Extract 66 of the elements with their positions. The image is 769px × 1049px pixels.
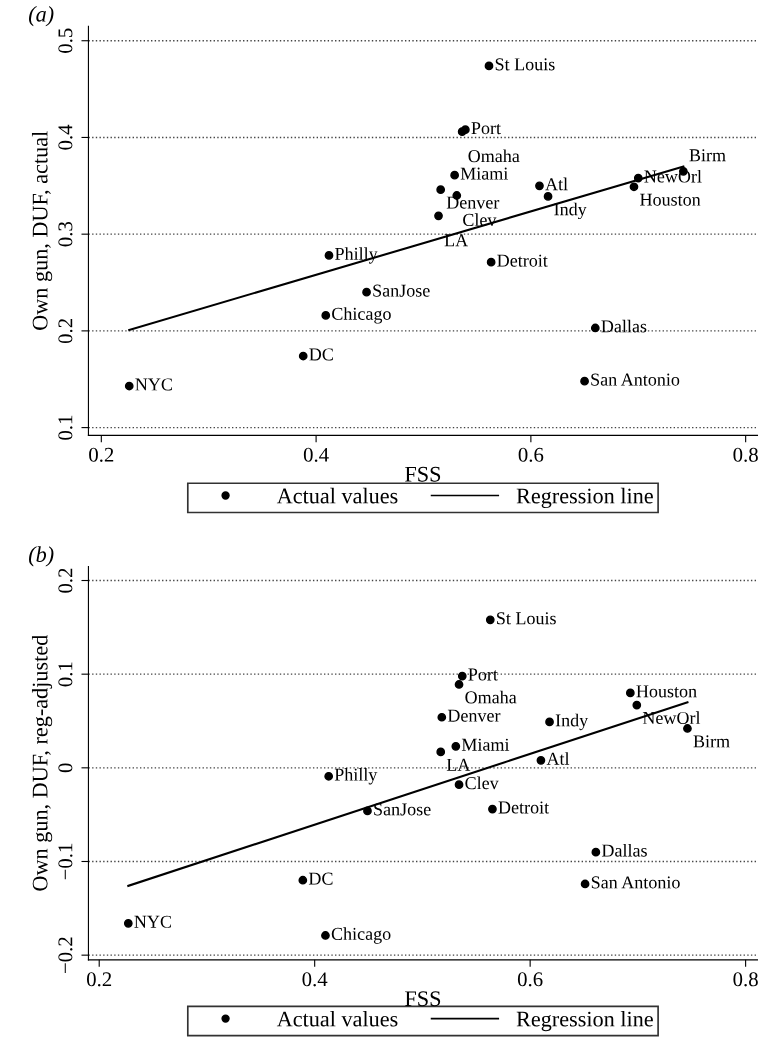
annotation: Detroit	[497, 254, 548, 267]
annotation: San Antonio	[591, 373, 680, 386]
annotation: LA	[444, 234, 469, 247]
annotation: Indy	[555, 713, 589, 731]
chart-title: (b)	[29, 546, 54, 567]
annotation: NYC	[134, 915, 171, 928]
x-tick-label: 0.6	[517, 972, 543, 987]
annotation: Indy	[554, 202, 587, 220]
annotation: Dallas	[601, 843, 647, 857]
y-tick-label: 0.4	[58, 124, 73, 150]
legend-label: Actual values	[276, 487, 398, 504]
annotation: Philly	[334, 768, 378, 785]
y-tick-label: −0.2	[58, 937, 73, 974]
legend-label: Regression line	[516, 487, 653, 509]
annotation: DC	[308, 872, 333, 885]
y-tick-label: −0.1	[58, 843, 73, 880]
chart-title: (a)	[29, 6, 54, 27]
y-axis-title: Own gun, DUF, reg-adjusted	[31, 635, 53, 891]
annotation: NYC	[135, 378, 172, 391]
annotation: Denver	[447, 709, 501, 722]
y-tick-label: 0.2	[58, 568, 73, 593]
y-tick-label: 0.1	[58, 662, 73, 687]
x-tick-label: 0.2	[89, 447, 114, 462]
x-tick-label: 0.4	[302, 972, 328, 987]
annotation: Birm	[689, 149, 726, 162]
annotation: Port	[468, 668, 498, 681]
annotation: NewOrl	[642, 711, 701, 725]
y-tick-label: 0.2	[58, 319, 73, 344]
x-tick-label: 0.8	[733, 972, 758, 987]
annotation: Houston	[636, 685, 697, 698]
annotation: SanJose	[373, 284, 430, 297]
annotation: Omaha	[468, 149, 520, 163]
legend-label: Actual values	[276, 1010, 398, 1027]
annotation: Atl	[545, 177, 568, 191]
annotation: Atl	[546, 752, 570, 765]
legend-label: Regression line	[516, 1010, 653, 1032]
annotation: Miami	[461, 738, 510, 751]
y-axis-title: Own gun, DUF, actual	[31, 131, 53, 330]
y-tick-label: 0.1	[58, 415, 73, 440]
annotation: St Louis	[495, 58, 555, 71]
y-tick-label: 0.5	[58, 28, 73, 53]
annotation: Port	[471, 122, 501, 135]
x-axis-title: FSS	[405, 991, 441, 1007]
annotation: Detroit	[498, 801, 550, 814]
x-tick-label: 0.6	[518, 447, 544, 462]
y-tick-label: 0	[58, 763, 73, 773]
annotation: Denver	[446, 196, 500, 209]
annotation: Dallas	[601, 319, 647, 333]
annotation: SanJose	[374, 803, 431, 816]
annotation: Omaha	[465, 690, 517, 704]
x-tick-label: 0.4	[303, 447, 329, 462]
annotation: Philly	[335, 247, 378, 264]
annotation: St Louis	[497, 612, 556, 625]
annotation: DC	[309, 348, 333, 361]
y-tick-label: 0.3	[58, 221, 73, 247]
x-tick-label: 0.2	[86, 972, 112, 987]
annotation: Chicago	[331, 927, 391, 944]
annotation: Birm	[693, 735, 730, 748]
annotation: Houston	[640, 193, 701, 206]
annotation: Miami	[460, 167, 508, 180]
annotation: LA	[446, 758, 471, 771]
annotation: San Antonio	[591, 876, 680, 889]
annotation: Chicago	[332, 307, 391, 324]
annotation: Clev	[465, 776, 499, 790]
x-tick-label: 0.8	[733, 447, 758, 462]
x-axis-title: FSS	[405, 466, 441, 482]
